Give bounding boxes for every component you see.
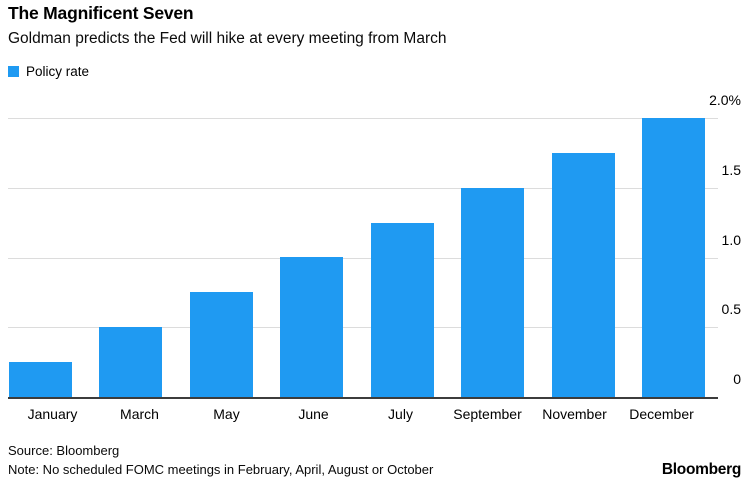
bar-july [370,223,434,397]
x-axis-label-november: November [542,406,607,422]
source-text: Source: Bloomberg [8,443,120,458]
y-axis-label: 0.5 [721,301,741,317]
bars-group [9,0,705,397]
y-axis-label: 1.0 [721,232,741,248]
bar-november [551,153,615,397]
chart-title: The Magnificent Seven [8,3,194,23]
y-axis-label: 1.5 [721,162,741,178]
chart-subtitle: Goldman predicts the Fed will hike at ev… [8,30,447,47]
bloomberg-logo: Bloomberg [661,461,741,478]
bar-may [189,292,253,397]
note-text: Note: No scheduled FOMC meetings in Febr… [8,462,434,477]
x-axis-label-may: May [213,406,240,422]
gridline [8,118,718,119]
x-axis-baseline [8,397,718,399]
x-axis-labels: January March May June July September November… [9,406,705,422]
x-axis-label-july: July [388,406,413,422]
x-axis-label-june: June [298,406,329,422]
x-axis-label-december: December [629,406,694,422]
x-axis-label-september: September [453,406,522,422]
y-axis-label: 0 [733,371,741,387]
bar-march [99,327,163,397]
gridline [8,327,718,328]
gridline [8,188,718,189]
legend-label: Policy rate [26,64,90,79]
bar-june [280,257,344,397]
legend: Policy rate [8,64,89,79]
bar-january [9,362,72,397]
legend-swatch-icon [8,66,19,77]
gridline [8,258,718,259]
bar-september [461,188,525,397]
x-axis-label-january: January [27,406,78,422]
x-axis-label-march: March [120,406,159,422]
y-axis-label: 2.0% [709,92,741,108]
bar-december [641,118,705,397]
